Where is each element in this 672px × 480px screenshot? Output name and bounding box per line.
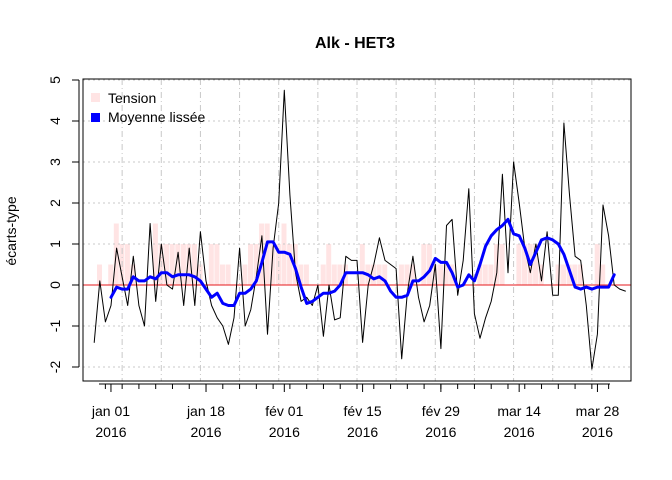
tension-bar	[376, 264, 382, 285]
tension-bar	[555, 264, 561, 285]
tension-bar	[175, 244, 181, 285]
tension-bar	[270, 244, 276, 285]
tension-bar	[259, 223, 265, 285]
tension-bar	[152, 223, 158, 285]
tension-bar	[600, 264, 606, 285]
tension-bar	[320, 264, 326, 285]
y-tick-label: -1	[47, 320, 63, 333]
smoothed-mean-line	[109, 217, 616, 307]
x-tick-label-year: 2016	[347, 424, 378, 440]
y-tick-label: 4	[47, 117, 63, 125]
legend-label-tension: Tension	[108, 90, 156, 106]
tension-bar	[426, 244, 432, 285]
tension-bar	[253, 244, 259, 285]
legend-swatch-moyenne	[91, 113, 100, 122]
tension-bar	[298, 264, 304, 285]
x-tick-label: fév 15	[344, 403, 382, 419]
tension-bar	[561, 264, 567, 285]
tension-bar	[186, 244, 192, 285]
x-tick-label: mar 28	[576, 403, 620, 419]
tension-bar	[538, 264, 544, 285]
tension-bar	[533, 244, 539, 285]
tension-bar	[208, 244, 214, 285]
x-tick-label-year: 2016	[269, 424, 300, 440]
legend-swatch-tension	[91, 93, 100, 102]
tension-bar	[443, 264, 449, 285]
tension-bar	[410, 264, 416, 285]
tension-bar	[477, 264, 483, 285]
chart-title: Alk - HET3	[315, 35, 395, 52]
plot-border	[82, 78, 632, 382]
tension-raw-line	[93, 89, 626, 370]
tension-bar	[331, 264, 337, 285]
tension-bar	[124, 244, 130, 285]
tension-bar	[398, 264, 404, 285]
x-tick-label: jan 01	[91, 403, 130, 419]
tension-bar	[97, 264, 102, 285]
tension-bar	[287, 244, 293, 285]
y-axis-label: écarts-type	[3, 196, 19, 265]
tension-bar	[242, 264, 248, 285]
x-tick-label: fév 29	[422, 403, 460, 419]
x-tick-label-year: 2016	[425, 424, 456, 440]
tension-bar	[192, 244, 197, 285]
tension-bar	[482, 264, 488, 285]
tension-bar	[516, 244, 522, 285]
plot-frame	[82, 78, 632, 382]
axes: -2 -1 0 1 2 3 4 5 jan 01 2016 jan 18 2016 fév 01 2016…	[47, 76, 619, 440]
tension-bar	[108, 264, 114, 285]
tension-bar	[130, 264, 136, 285]
tension-bar	[566, 264, 572, 285]
y-tick-label: 2	[47, 199, 63, 207]
x-tick-label: mar 14	[497, 403, 541, 419]
tension-bar	[404, 264, 410, 285]
tension-bar	[438, 264, 444, 285]
y-tick-label: 3	[47, 158, 63, 166]
tension-bar	[494, 244, 499, 285]
tension-bar	[572, 264, 578, 285]
tension-bar	[326, 244, 332, 285]
x-tick-label: fév 01	[265, 403, 303, 419]
legend-label-moyenne: Moyenne lissée	[108, 109, 205, 125]
tension-bar	[382, 264, 388, 285]
tension-bar	[225, 264, 231, 285]
tension-bar	[488, 264, 494, 285]
x-tick-label-year: 2016	[95, 424, 126, 440]
tension-bar	[164, 244, 170, 285]
x-tick-label-year: 2016	[582, 424, 613, 440]
tension-bar	[371, 264, 376, 285]
series-lines	[93, 89, 626, 370]
tension-bar	[281, 223, 287, 285]
tension-bar	[421, 244, 427, 285]
tension-bar	[214, 244, 220, 285]
y-tick-label: 5	[47, 76, 63, 84]
x-tick-label-year: 2016	[190, 424, 221, 440]
tension-bar	[359, 244, 365, 285]
tension-bar	[594, 244, 600, 285]
tension-bar	[499, 244, 505, 285]
tension-bar	[303, 264, 309, 285]
tension-bar	[169, 244, 175, 285]
y-tick-label: 1	[47, 240, 63, 248]
x-tick-label: jan 18	[186, 403, 225, 419]
legend: Tension Moyenne lissée	[91, 90, 205, 125]
tension-bar	[522, 244, 527, 285]
x-tick-label-year: 2016	[504, 424, 535, 440]
tension-bar	[180, 244, 186, 285]
tension-bar	[264, 223, 270, 285]
tension-bar	[248, 244, 253, 285]
tension-bar	[337, 264, 343, 285]
tension-bar	[220, 264, 225, 285]
y-tick-label: 0	[47, 281, 63, 289]
tension-bar	[577, 264, 583, 285]
y-tick-label: -2	[47, 361, 63, 374]
